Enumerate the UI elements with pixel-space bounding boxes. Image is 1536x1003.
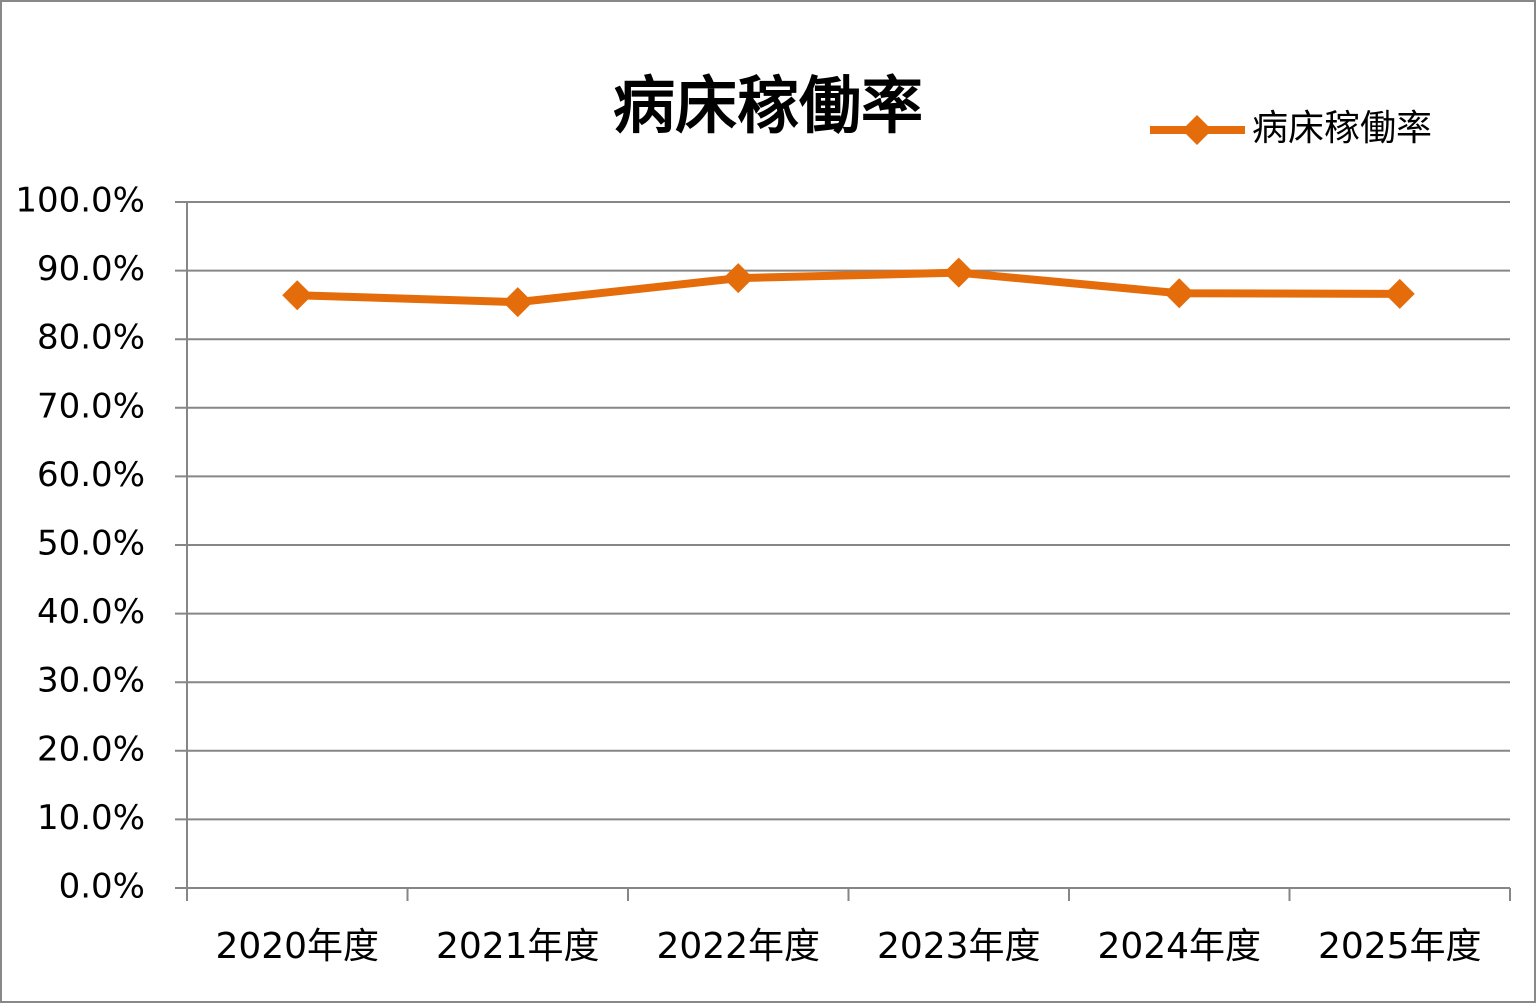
x-tick-label: 2025年度	[1318, 926, 1482, 967]
y-tick-label: 20.0%	[37, 729, 145, 769]
y-tick-label: 0.0%	[59, 867, 145, 907]
chart-title: 病床稼働率	[613, 69, 923, 142]
y-tick-label: 30.0%	[37, 661, 145, 701]
data-point	[723, 263, 754, 294]
x-tick-label: 2021年度	[436, 926, 600, 967]
y-tick-label: 60.0%	[37, 455, 145, 495]
y-tick-label: 40.0%	[37, 592, 145, 632]
y-tick-label: 80.0%	[37, 318, 145, 358]
data-point	[282, 280, 313, 311]
y-tick-label: 90.0%	[37, 249, 145, 289]
y-tick-label: 70.0%	[37, 386, 145, 426]
series-line	[297, 268, 1400, 307]
legend-label: 病床稼働率	[1252, 108, 1432, 149]
data-point	[502, 287, 533, 318]
legend-marker	[1182, 115, 1212, 145]
x-tick-label: 2024年度	[1097, 926, 1261, 967]
x-tick-label: 2022年度	[656, 926, 820, 967]
data-point	[1384, 278, 1415, 309]
y-tick-label: 50.0%	[37, 524, 145, 564]
data-point	[943, 257, 974, 288]
y-tick-label: 10.0%	[37, 798, 145, 838]
data-point	[1164, 278, 1195, 309]
x-tick-label: 2020年度	[215, 926, 379, 967]
x-tick-label: 2023年度	[877, 926, 1041, 967]
y-tick-label: 100.0%	[15, 181, 145, 221]
